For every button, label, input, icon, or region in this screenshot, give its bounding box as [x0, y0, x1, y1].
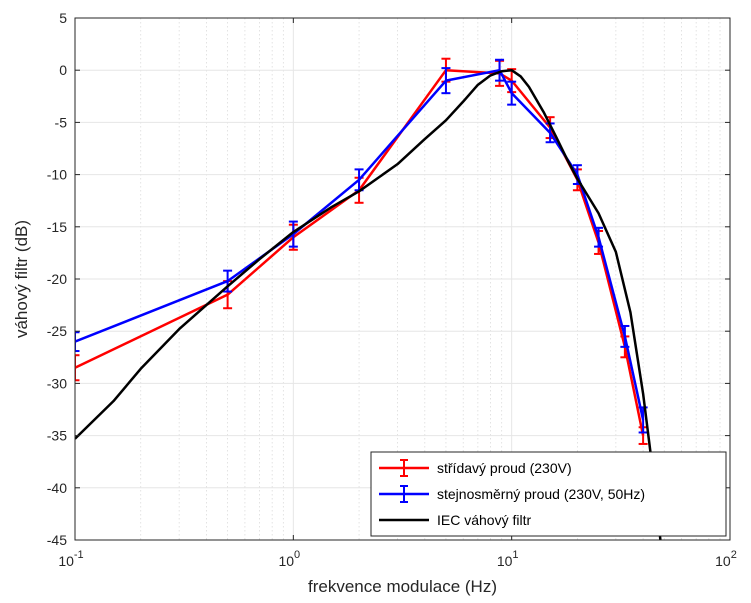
x-tick-exponent: 1 — [512, 549, 518, 561]
error-bar — [507, 80, 517, 106]
error-bar — [638, 406, 648, 434]
x-tick-exponent: 2 — [731, 549, 737, 561]
legend-entry-2: stejnosměrný proud (230V, 50Hz) — [379, 485, 645, 503]
x-tick-base: 10 — [58, 553, 74, 569]
series-line-3 — [75, 68, 662, 540]
x-tick-label: 101 — [497, 549, 519, 569]
x-tick-label: 100 — [278, 549, 300, 569]
x-tick-base: 10 — [715, 553, 731, 569]
y-tick-label: -30 — [47, 375, 67, 391]
legend-label: IEC váhový filtr — [437, 512, 531, 528]
error-bar — [495, 58, 505, 82]
tick-labels: 10-1 100 101 10250-5-10-15-20-25-30-35-40-4… — [47, 10, 737, 569]
error-bar — [75, 331, 80, 353]
y-tick-label: -40 — [47, 480, 67, 496]
legend: střídavý proud (230V) stejnosměrný proud … — [370, 451, 727, 537]
y-tick-label: 0 — [59, 62, 67, 78]
legend-entry-1: střídavý proud (230V) — [379, 459, 572, 477]
y-tick-label: -35 — [47, 428, 67, 444]
error-bar — [223, 269, 233, 293]
y-tick-label: -25 — [47, 323, 67, 339]
y-tick-label: -5 — [55, 114, 68, 130]
y-tick-label: -15 — [47, 219, 67, 235]
x-tick-base: 10 — [278, 553, 294, 569]
series-line-1 — [75, 68, 645, 436]
x-tick-exponent: 0 — [294, 549, 300, 561]
y-tick-label: 5 — [59, 10, 67, 26]
x-tick-label: 102 — [715, 549, 737, 569]
error-bar — [594, 226, 604, 248]
x-tick-base: 10 — [497, 553, 513, 569]
legend-label: střídavý proud (230V) — [437, 460, 572, 476]
error-bar — [288, 220, 298, 248]
y-tick-label: -45 — [47, 532, 67, 548]
legend-label: stejnosměrný proud (230V, 50Hz) — [437, 486, 645, 502]
series-3 — [75, 68, 662, 540]
y-tick-label: -20 — [47, 271, 67, 287]
legend-entry-3: IEC váhový filtr — [379, 512, 531, 528]
series-layer — [75, 57, 662, 540]
x-tick-exponent: -1 — [74, 549, 84, 561]
error-bar — [620, 324, 630, 348]
legend-box — [370, 451, 727, 537]
error-bar — [441, 67, 451, 95]
y-axis-label: váhový filtr (dB) — [12, 220, 31, 338]
x-axis-label: frekvence modulace (Hz) — [308, 577, 497, 596]
error-bar — [75, 354, 80, 382]
x-tick-label: 10-1 — [58, 549, 83, 569]
y-tick-label: -10 — [47, 167, 67, 183]
